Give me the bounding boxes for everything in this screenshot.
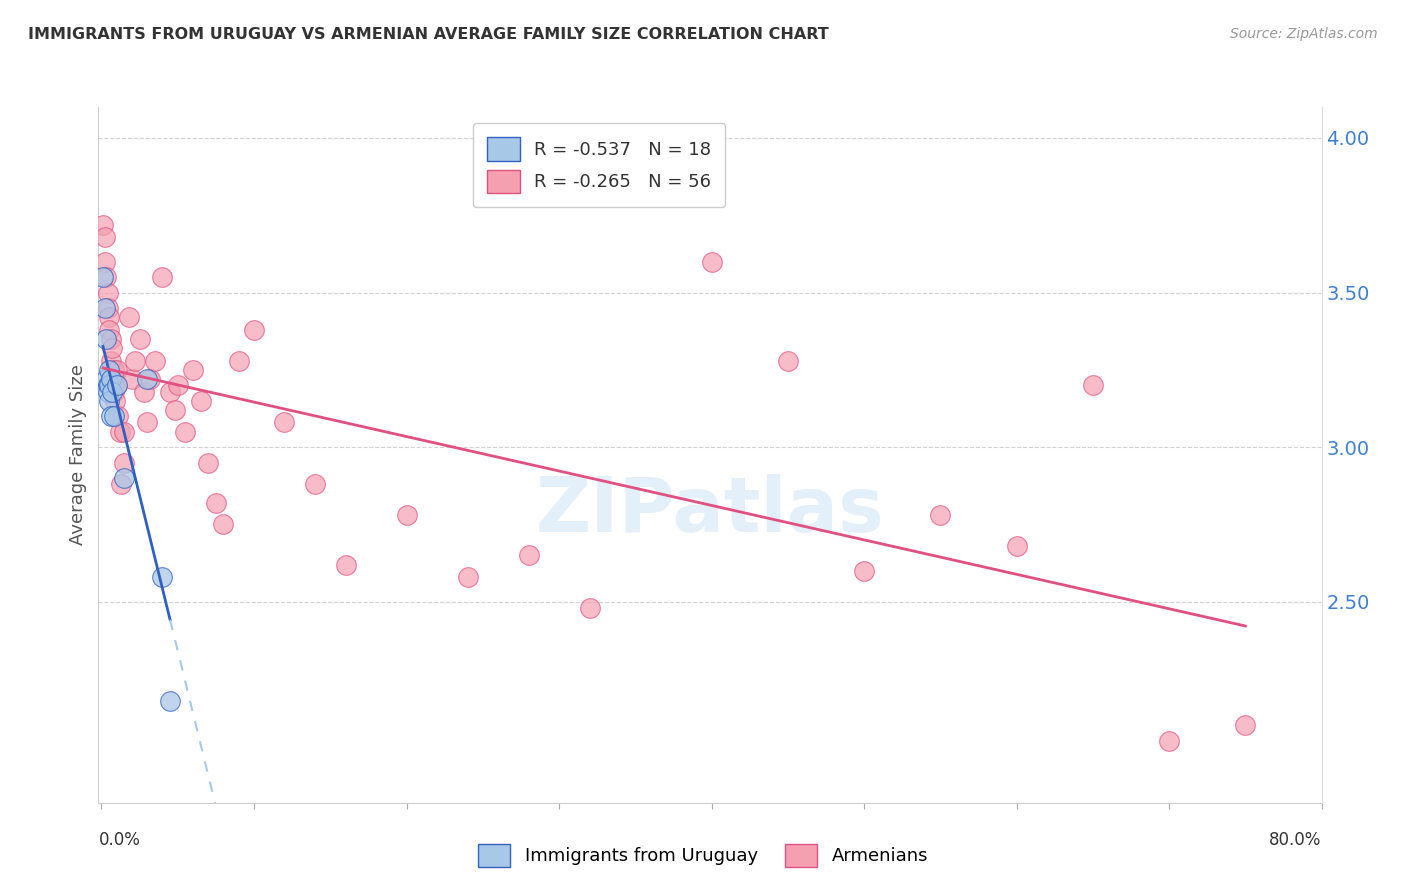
- Point: [776, 353, 799, 368]
- Point: [118, 310, 141, 325]
- Point: [91, 270, 114, 285]
- Point: [212, 517, 235, 532]
- Point: [395, 508, 418, 523]
- Point: [98, 310, 121, 325]
- Point: [1234, 718, 1257, 732]
- Point: [110, 477, 132, 491]
- Point: [101, 384, 124, 399]
- Point: [159, 384, 181, 399]
- Text: ZIPatlas: ZIPatlas: [536, 474, 884, 548]
- Point: [152, 570, 174, 584]
- Point: [93, 301, 115, 315]
- Point: [136, 416, 159, 430]
- Point: [457, 570, 479, 584]
- Point: [112, 471, 135, 485]
- Y-axis label: Average Family Size: Average Family Size: [69, 365, 87, 545]
- Text: IMMIGRANTS FROM URUGUAY VS ARMENIAN AVERAGE FAMILY SIZE CORRELATION CHART: IMMIGRANTS FROM URUGUAY VS ARMENIAN AVER…: [28, 27, 830, 42]
- Point: [243, 323, 266, 337]
- Point: [163, 403, 186, 417]
- Point: [181, 363, 204, 377]
- Point: [304, 477, 326, 491]
- Point: [93, 230, 115, 244]
- Point: [105, 378, 128, 392]
- Point: [100, 353, 122, 368]
- Point: [105, 363, 128, 377]
- Point: [101, 341, 124, 355]
- Point: [100, 372, 122, 386]
- Point: [97, 378, 120, 392]
- Point: [94, 332, 117, 346]
- Text: 80.0%: 80.0%: [1270, 830, 1322, 848]
- Point: [100, 409, 122, 424]
- Point: [228, 353, 250, 368]
- Point: [103, 409, 125, 424]
- Legend: Immigrants from Uruguay, Armenians: Immigrants from Uruguay, Armenians: [471, 837, 935, 874]
- Point: [128, 332, 150, 346]
- Point: [205, 496, 228, 510]
- Point: [124, 353, 146, 368]
- Point: [166, 378, 188, 392]
- Point: [94, 270, 117, 285]
- Point: [134, 384, 156, 399]
- Point: [108, 425, 131, 439]
- Point: [107, 409, 129, 424]
- Point: [98, 323, 121, 337]
- Point: [112, 425, 135, 439]
- Point: [93, 254, 115, 268]
- Point: [929, 508, 952, 523]
- Point: [190, 393, 212, 408]
- Text: 0.0%: 0.0%: [98, 830, 141, 848]
- Legend: R = -0.537   N = 18, R = -0.265   N = 56: R = -0.537 N = 18, R = -0.265 N = 56: [472, 123, 725, 207]
- Point: [174, 425, 197, 439]
- Point: [100, 332, 122, 346]
- Point: [159, 694, 181, 708]
- Point: [97, 301, 120, 315]
- Point: [578, 601, 600, 615]
- Point: [91, 218, 114, 232]
- Point: [1081, 378, 1104, 392]
- Point: [94, 372, 117, 386]
- Point: [136, 372, 159, 386]
- Point: [517, 549, 540, 563]
- Point: [197, 456, 219, 470]
- Point: [700, 254, 723, 268]
- Point: [143, 353, 166, 368]
- Point: [104, 393, 127, 408]
- Point: [335, 558, 357, 572]
- Point: [97, 384, 120, 399]
- Point: [98, 393, 121, 408]
- Point: [105, 378, 128, 392]
- Point: [103, 384, 125, 399]
- Point: [98, 378, 121, 392]
- Point: [273, 416, 295, 430]
- Point: [152, 270, 174, 285]
- Point: [1159, 734, 1181, 748]
- Point: [97, 285, 120, 300]
- Point: [98, 363, 121, 377]
- Point: [853, 564, 876, 578]
- Point: [103, 363, 125, 377]
- Point: [1005, 539, 1028, 553]
- Point: [139, 372, 162, 386]
- Text: Source: ZipAtlas.com: Source: ZipAtlas.com: [1230, 27, 1378, 41]
- Point: [112, 456, 135, 470]
- Point: [121, 372, 143, 386]
